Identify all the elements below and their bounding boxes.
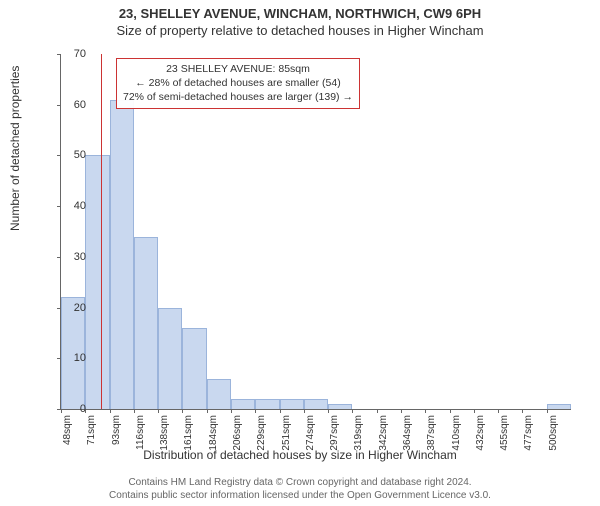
histogram-bar (304, 399, 328, 409)
x-tick-label: 364sqm (402, 415, 413, 455)
x-tick-label: 432sqm (475, 415, 486, 455)
x-tick-label: 161sqm (183, 415, 194, 455)
y-tick-label: 30 (74, 251, 86, 263)
x-tick-label: 410sqm (451, 415, 462, 455)
x-tick-label: 116sqm (135, 415, 146, 455)
histogram-bar (280, 399, 304, 409)
x-tick-label: 93sqm (111, 415, 122, 455)
x-tick-label: 48sqm (62, 415, 73, 455)
x-tick-label: 477sqm (523, 415, 534, 455)
y-tick-label: 40 (74, 200, 86, 212)
x-tick-label: 138sqm (159, 415, 170, 455)
y-tick-label: 20 (74, 302, 86, 314)
histogram-bar (328, 404, 352, 409)
annotation-line: ← 28% of detached houses are smaller (54… (123, 76, 353, 90)
histogram-bar (255, 399, 279, 409)
y-tick-label: 10 (74, 352, 86, 364)
y-tick-label: 50 (74, 149, 86, 161)
annotation-line: 23 SHELLEY AVENUE: 85sqm (123, 62, 353, 76)
x-tick-label: 342sqm (378, 415, 389, 455)
x-tick-label: 206sqm (232, 415, 243, 455)
x-tick-label: 229sqm (256, 415, 267, 455)
x-tick-label: 455sqm (499, 415, 510, 455)
histogram-bar (182, 328, 206, 409)
histogram-bar (158, 308, 182, 409)
x-tick-label: 387sqm (426, 415, 437, 455)
histogram-chart: 23 SHELLEY AVENUE: 85sqm← 28% of detache… (60, 54, 571, 410)
footer-line-1: Contains HM Land Registry data © Crown c… (0, 476, 600, 489)
annotation-box: 23 SHELLEY AVENUE: 85sqm← 28% of detache… (116, 58, 360, 109)
page-title: 23, SHELLEY AVENUE, WINCHAM, NORTHWICH, … (0, 6, 600, 21)
histogram-bar (110, 100, 134, 409)
x-tick-label: 297sqm (329, 415, 340, 455)
x-tick-label: 251sqm (281, 415, 292, 455)
y-tick-label: 0 (80, 403, 86, 415)
histogram-bar (85, 155, 109, 409)
x-tick-label: 274sqm (305, 415, 316, 455)
footer-line-2: Contains public sector information licen… (0, 489, 600, 502)
annotation-line: 72% of semi-detached houses are larger (… (123, 90, 353, 104)
marker-line (101, 54, 102, 409)
x-tick-label: 71sqm (86, 415, 97, 455)
attribution-footer: Contains HM Land Registry data © Crown c… (0, 476, 600, 502)
histogram-bar (231, 399, 255, 409)
y-axis-label: Number of detached properties (8, 66, 22, 231)
x-tick-label: 319sqm (353, 415, 364, 455)
histogram-bar (547, 404, 571, 409)
x-tick-label: 184sqm (208, 415, 219, 455)
y-tick-label: 60 (74, 99, 86, 111)
page-subtitle: Size of property relative to detached ho… (0, 23, 600, 38)
x-tick-label: 500sqm (548, 415, 559, 455)
y-tick-label: 70 (74, 48, 86, 60)
histogram-bar (134, 237, 158, 409)
histogram-bar (207, 379, 231, 409)
